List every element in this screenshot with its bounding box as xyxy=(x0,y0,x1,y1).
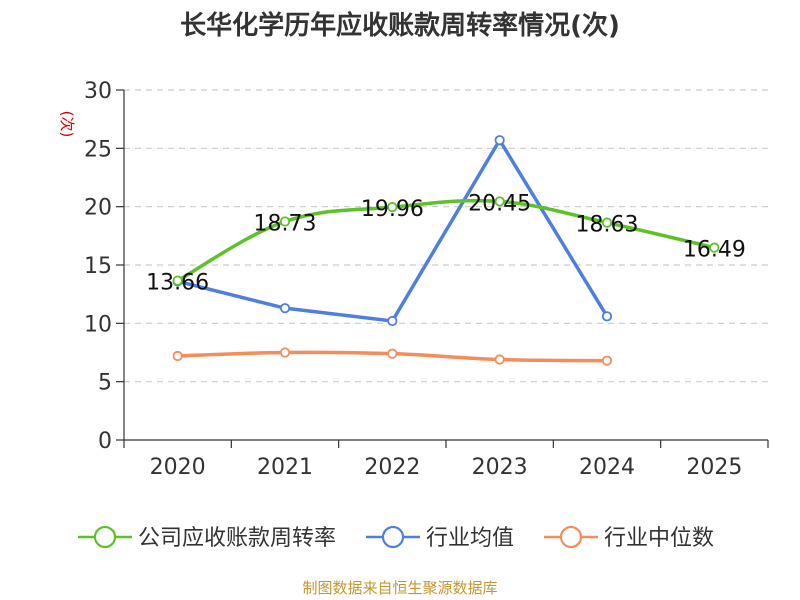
y-axis-unit-label: (次) xyxy=(58,111,76,138)
data-point xyxy=(494,135,505,146)
y-tick-label: 15 xyxy=(84,254,112,279)
data-labels: 13.66 18.73 19.96 20.45 18.63 16.49 xyxy=(146,191,746,295)
data-point xyxy=(172,350,183,362)
x-tick-label: 2021 xyxy=(257,455,313,480)
data-point xyxy=(172,275,183,286)
legend-label: 公司应收账款周转率 xyxy=(138,526,336,551)
data-label: 20.45 xyxy=(468,191,531,216)
x-tick-label: 2023 xyxy=(472,455,528,480)
data-label: 18.63 xyxy=(576,213,639,238)
grid-lines xyxy=(124,89,768,383)
y-tick-label: 10 xyxy=(84,312,112,337)
y-tick-label: 0 xyxy=(98,429,112,454)
data-point xyxy=(279,303,291,314)
y-tick-label: 30 xyxy=(84,79,112,104)
data-point xyxy=(279,347,291,358)
series-lines xyxy=(172,135,720,366)
legend-marker xyxy=(559,525,583,549)
legend-label: 行业中位数 xyxy=(604,526,714,551)
source-note: 制图数据来自恒生聚源数据库 xyxy=(302,579,497,597)
series-line xyxy=(175,138,609,323)
data-point xyxy=(387,348,398,359)
series-line xyxy=(175,198,717,283)
data-label: 16.49 xyxy=(683,238,746,263)
y-tick-label: 5 xyxy=(98,371,112,396)
data-label: 13.66 xyxy=(146,271,209,296)
x-tick-label: 2025 xyxy=(686,455,742,480)
data-point xyxy=(709,242,720,253)
data-point xyxy=(601,355,613,366)
legend-marker xyxy=(381,525,405,549)
data-point xyxy=(279,216,291,227)
chart-title: 长华化学历年应收账款周转率情况(次) xyxy=(180,10,620,41)
data-point xyxy=(601,217,613,228)
data-point xyxy=(494,196,505,207)
data-point xyxy=(387,315,398,327)
legend-marker xyxy=(93,525,117,549)
legend: 公司应收账款周转率 行业均值 行业中位数 xyxy=(78,525,714,551)
y-tick-label: 25 xyxy=(84,137,112,162)
x-tick-label: 2020 xyxy=(150,455,206,480)
y-tick-label: 20 xyxy=(84,196,112,221)
data-point xyxy=(387,202,398,213)
x-tick-label: 2024 xyxy=(579,455,635,480)
data-label: 19.96 xyxy=(361,197,424,222)
data-point xyxy=(494,354,505,365)
data-label: 18.73 xyxy=(254,211,317,236)
data-point xyxy=(601,311,613,322)
legend-label: 行业均值 xyxy=(426,526,514,551)
x-tick-label: 2022 xyxy=(364,455,420,480)
